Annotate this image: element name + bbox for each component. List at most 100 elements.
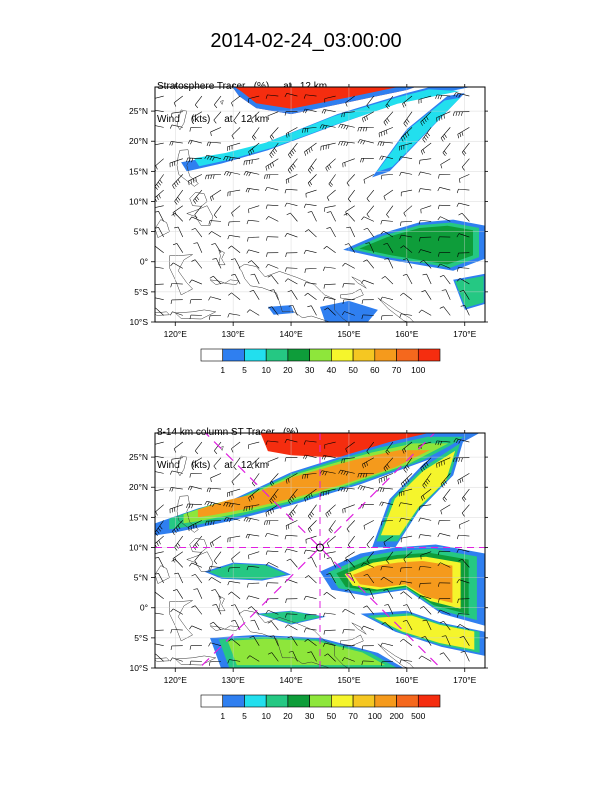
panel1-wind-barb	[266, 236, 279, 241]
panel2-wind-barb	[461, 504, 470, 517]
panel1-wind-barb	[437, 216, 451, 222]
panel2-wind-barb	[418, 517, 432, 522]
panel2-wind-barb	[384, 604, 394, 615]
panel1-wind-barb	[188, 174, 203, 186]
panel1-wind-barb	[384, 258, 394, 269]
panel2-wind-barb	[420, 457, 432, 472]
panel2-wind-barb	[223, 502, 241, 508]
panel1-wind-barb	[366, 95, 375, 109]
panel1-field	[155, 87, 485, 322]
panel1-colorbar-label: 20	[283, 365, 293, 375]
panel1-wind-barb	[228, 221, 241, 227]
panel1-wind-barb	[456, 188, 470, 194]
panel1-wind-barb	[169, 311, 183, 316]
panel2-y-tick-label: 5°S	[134, 633, 148, 643]
panel1-wind-barb	[403, 258, 413, 269]
panel2-wind-barb	[307, 651, 317, 662]
panel2-wind-barb	[346, 520, 355, 533]
panel2-wind-barb	[321, 455, 336, 460]
panel1-colorbar: 1 5 10 20 30 40 50 60 70 100	[200, 348, 441, 375]
panel1-wind-barb	[302, 127, 317, 133]
panel2-wind-barb	[342, 504, 355, 514]
panel2-colorbar-label: 100	[368, 711, 382, 721]
panel1-coastline	[218, 249, 226, 266]
panel1-wind-barb	[438, 236, 451, 241]
panel2-wind-barb	[172, 520, 184, 535]
panel2-wind-barb	[342, 608, 355, 615]
panel2-wind-barb	[265, 440, 279, 445]
panel2-wind-barb	[303, 440, 317, 445]
panel1-wind-barb	[379, 155, 394, 161]
panel1-wind-barb	[155, 307, 164, 316]
panel2-wind-barb	[419, 504, 432, 511]
panel1-wind-barb	[191, 259, 203, 269]
tracer-se-level-2	[374, 615, 475, 650]
panel2-wind-barb	[250, 619, 260, 631]
panel1-wind-barb	[286, 212, 298, 222]
panel2-wind-barb	[243, 517, 260, 523]
panel2-wind-barb	[362, 457, 374, 469]
panel1-colorbar-swatch	[265, 348, 289, 362]
panel2-wind-barb	[267, 652, 279, 662]
panel1-wind-barb	[186, 157, 202, 163]
panel2-wind-barb	[380, 576, 394, 584]
panel2-colorbar-label: 70	[348, 711, 358, 721]
panel2-wind-barb	[155, 551, 164, 554]
panel1-wind-barb	[360, 158, 374, 163]
panel2-colorbar-label: 20	[283, 711, 293, 721]
panel2-wind-barb	[304, 614, 317, 619]
panel2-y-tick-label: 25°N	[129, 452, 148, 462]
panel2-x-tick-label: 120°E	[164, 675, 188, 685]
panel1-wind-barb	[319, 124, 336, 130]
panel1-wind-barb	[461, 158, 470, 171]
panel2-wind-barb	[228, 638, 241, 646]
panel1-wind-barb	[380, 296, 394, 301]
panel2-wind-barb	[265, 550, 279, 555]
crosshair-marker	[155, 433, 485, 668]
panel2-wind-barb	[420, 551, 432, 560]
panel1-wind-barb	[206, 141, 222, 147]
panel2-coastline	[209, 625, 225, 631]
panel2-wind-barb	[437, 562, 451, 568]
panel1-colorbar-label: 30	[305, 365, 315, 375]
panel2-wind-barb	[365, 588, 375, 599]
panel2-wind-barb	[419, 582, 432, 588]
panel1-wind-barb	[323, 266, 336, 271]
panel2-wind-barb	[383, 457, 394, 472]
panel1-wind-barb	[249, 290, 260, 300]
panel2-x-tick-label: 140°E	[279, 675, 303, 685]
panel2-wind-barb	[307, 557, 317, 568]
panel1-wind-barb	[233, 111, 241, 124]
panel2-wind-barb	[344, 589, 355, 599]
panel2-y-tick-label: 15°N	[129, 512, 148, 522]
panel1-wind-barb	[210, 189, 222, 202]
panel2-wind-barb	[231, 441, 241, 453]
panel1-wind-barb	[320, 142, 336, 151]
panel2-wind-barb	[440, 473, 451, 488]
panel1-wind-barb	[418, 95, 432, 104]
panel2-wind-barb	[366, 551, 375, 564]
panel1-wind-barb	[457, 127, 470, 139]
panel2-wind-barb	[422, 473, 432, 489]
panel2-title-line2: Wind (kts) at 12 km	[157, 460, 269, 471]
panel1-wind-barb	[246, 249, 260, 254]
panel2-wind-barb	[249, 636, 260, 646]
panel2-wind-barb	[363, 605, 375, 615]
panel2-wind-barb	[269, 635, 279, 646]
panel1-wind-barb	[194, 205, 203, 219]
panel2-wind-barb	[380, 520, 393, 526]
tracer-jet-band-level-1	[194, 89, 460, 167]
panel2-wind-barb	[285, 613, 298, 618]
panel2-colorbar-swatch	[331, 694, 354, 708]
panel2-wind-barb	[246, 565, 260, 571]
panel2-wind-barb	[366, 535, 375, 549]
tracer-streak-level-1	[376, 97, 461, 172]
panel1-wind-barb	[265, 94, 279, 99]
panel1-wind-barb	[303, 108, 317, 114]
panel2-wind-barb	[227, 659, 241, 664]
panel2-colorbar-swatch	[265, 694, 289, 708]
panel2-coastline	[340, 634, 364, 646]
panel1-wind-barb	[265, 263, 279, 269]
tracer-south-level-2	[227, 638, 386, 666]
panel2-y-tick-label: 5°N	[134, 573, 148, 583]
